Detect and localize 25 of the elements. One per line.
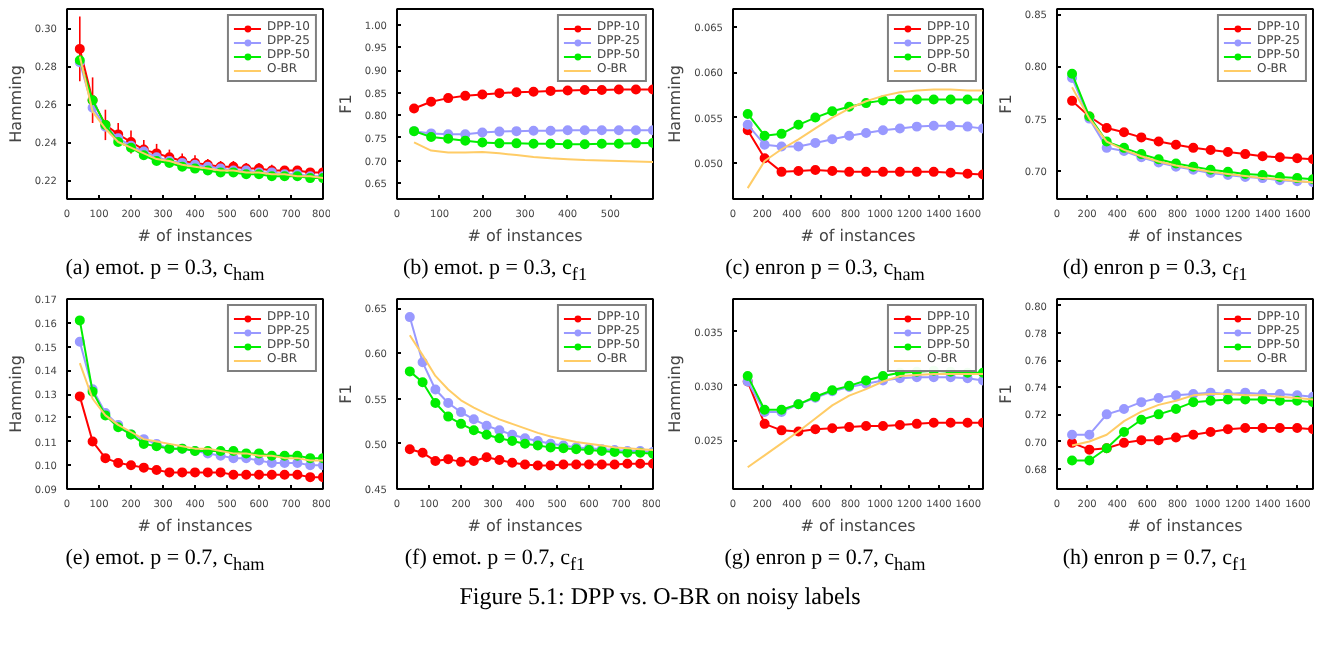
caption: Figure 5.1: DPP vs. O-BR on noisy labels xyxy=(457,580,863,614)
text: (a) emot. p = 0.3, c$_{ham}$ xyxy=(63,254,267,289)
text: (h) enron p = 0.7, c$_{f1}$ xyxy=(1060,544,1250,579)
y-axis-title: Hamming xyxy=(6,65,25,143)
y-axis-title: Hamming xyxy=(6,355,25,433)
x-axis-title: # of instances xyxy=(137,227,253,245)
text: (c) enron p = 0.3, c$_{ham}$ xyxy=(723,254,927,289)
y-axis-title: F1 xyxy=(996,94,1015,114)
y-axis-title: F1 xyxy=(996,384,1015,404)
x-axis-title: # of instances xyxy=(1127,227,1243,245)
text: (b) emot. p = 0.3, c$_{f1}$ xyxy=(400,254,590,289)
y-axis-title: Hamming xyxy=(666,355,685,433)
text: (f) emot. p = 0.7, c$_{f1}$ xyxy=(402,544,588,579)
x-axis-title: # of instances xyxy=(137,517,253,535)
x-axis-title: # of instances xyxy=(1127,517,1243,535)
text: (d) enron p = 0.3, c$_{f1}$ xyxy=(1060,254,1250,289)
text: (e) emot. p = 0.7, c$_{ham}$ xyxy=(63,544,267,579)
x-axis-title: # of instances xyxy=(800,227,916,245)
x-axis-title: # of instances xyxy=(800,517,916,535)
text: (g) enron p = 0.7, c$_{ham}$ xyxy=(722,544,928,579)
y-axis-title: Hamming xyxy=(666,65,685,143)
y-axis-title: F1 xyxy=(336,94,355,114)
x-axis-title: # of instances xyxy=(467,227,583,245)
x-axis-title: # of instances xyxy=(467,517,583,535)
y-axis-title: F1 xyxy=(336,384,355,404)
